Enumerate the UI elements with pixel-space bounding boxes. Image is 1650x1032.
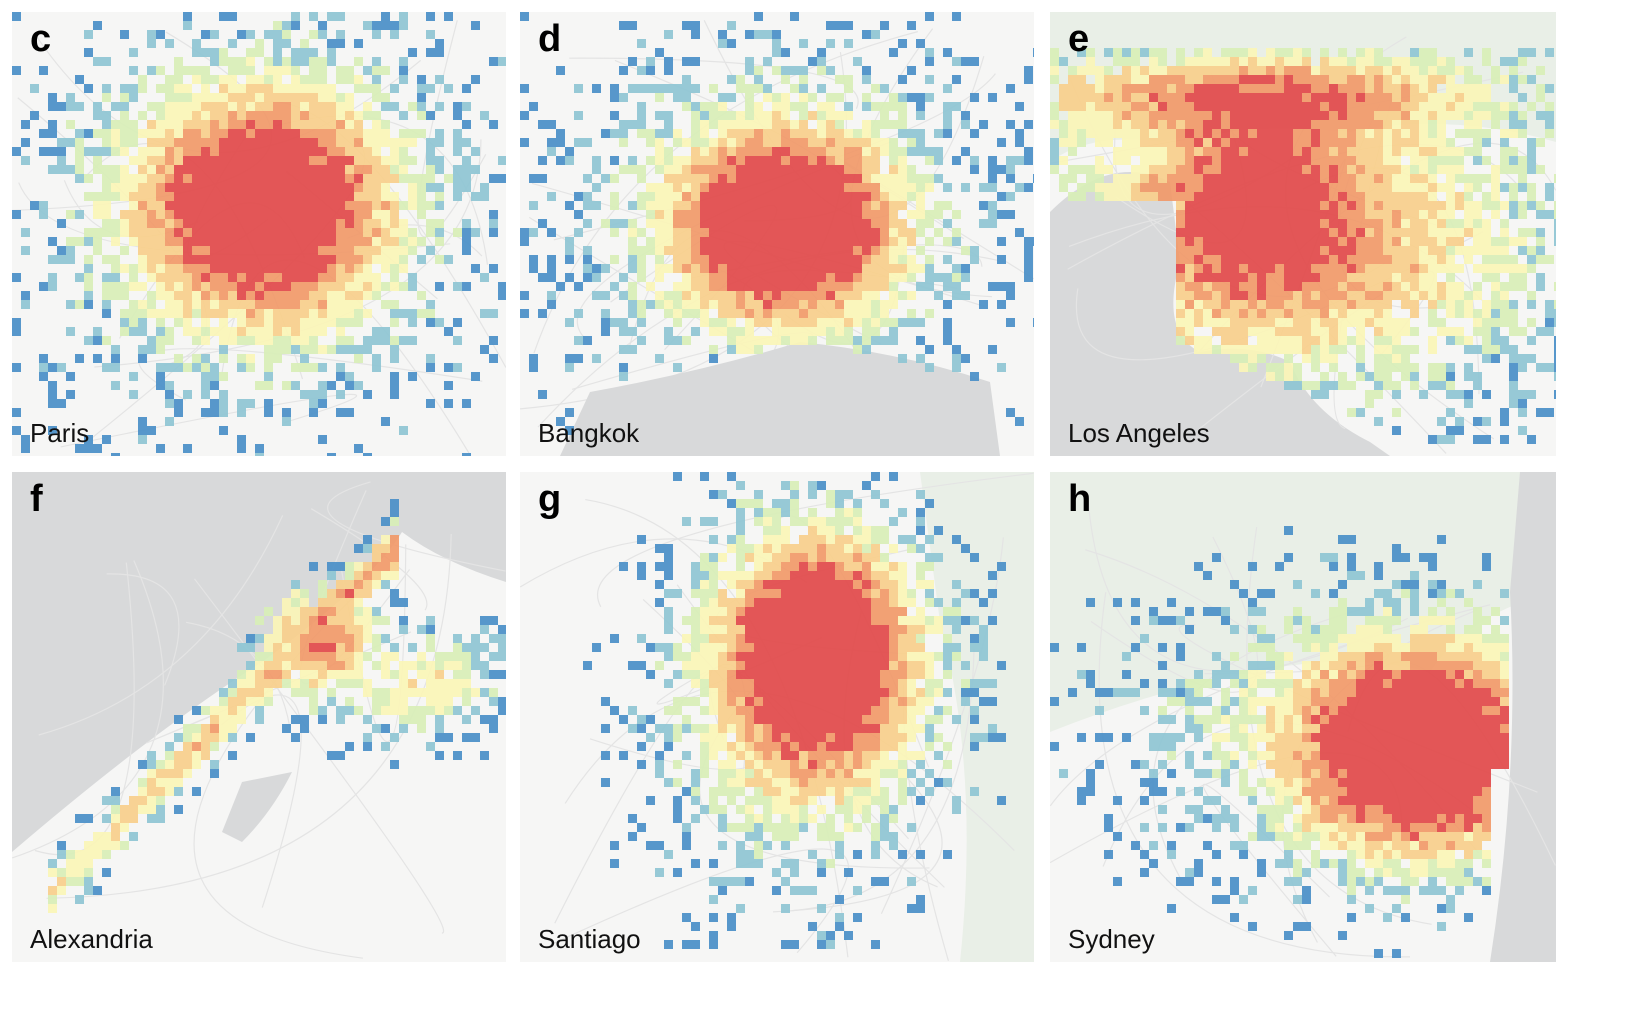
lake-water [222, 772, 292, 842]
heatmap-bangkok [520, 12, 1034, 456]
map-panel-alexandria: f Alexandria [12, 472, 506, 962]
gulf-water [560, 342, 1000, 456]
city-label: Santiago [538, 924, 641, 954]
heatmap-cells [520, 12, 1034, 435]
map-panel-santiago: g Santiago [520, 472, 1034, 962]
map-panel-los-angeles: e Los Angeles [1050, 12, 1556, 456]
heatmap-cells [48, 499, 506, 913]
city-label: Alexandria [30, 924, 153, 954]
panel-letter: h [1068, 478, 1092, 520]
ocean-water [1050, 172, 1390, 456]
panel-letter: d [538, 18, 562, 60]
heatmap-cells [1050, 526, 1509, 958]
heatmap-cells [1050, 48, 1556, 444]
heatmap-sydney [1050, 472, 1556, 962]
heatmap-cells [583, 472, 1006, 949]
ocean-water [1490, 472, 1556, 962]
city-label: Bangkok [538, 418, 640, 448]
heatmap-cells [12, 12, 506, 456]
heatmap-santiago [520, 472, 1034, 962]
panel-letter: e [1068, 18, 1090, 60]
map-panel-bangkok: d Bangkok [520, 12, 1034, 456]
heatmap-paris [12, 12, 506, 456]
city-label: Paris [30, 418, 90, 448]
heatmap-los-angeles [1050, 12, 1556, 456]
map-panel-sydney: h Sydney [1050, 472, 1556, 962]
city-label: Sydney [1068, 924, 1155, 954]
panel-letter: f [30, 478, 43, 520]
map-panel-paris: c Paris [12, 12, 506, 456]
city-label: Los Angeles [1068, 418, 1210, 448]
heatmap-alexandria [12, 472, 506, 962]
panel-letter: g [538, 478, 562, 520]
panel-letter: c [30, 18, 52, 60]
